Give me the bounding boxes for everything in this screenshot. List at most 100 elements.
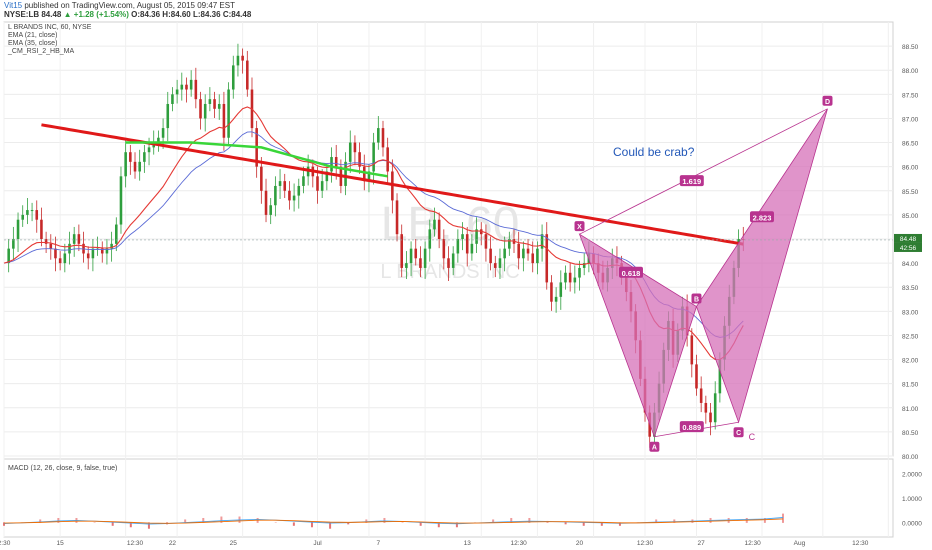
candle-body: [531, 253, 535, 264]
macd-histogram-bar: [383, 517, 386, 523]
candle-body: [456, 239, 460, 254]
candle-body: [442, 239, 446, 259]
date-tick-label: 7: [377, 540, 381, 547]
last-price: 84.48: [41, 10, 62, 19]
legend-ema-21[interactable]: EMA (21, close): [8, 32, 58, 39]
macd-histogram-bar: [111, 522, 114, 526]
candle-body: [26, 210, 29, 215]
candle-body: [545, 234, 549, 283]
publish-line: Vit15 published on TradingView.com, Augu…: [4, 1, 235, 10]
candle-body: [330, 157, 333, 172]
legend-ema-35[interactable]: EMA (35, close): [8, 40, 58, 47]
candle-body: [704, 402, 708, 413]
candle-body: [68, 243, 71, 254]
candle-body: [540, 234, 544, 249]
macd-histogram-bar: [600, 522, 603, 526]
candle-body: [260, 166, 263, 191]
price-tick-label: 81.50: [902, 382, 919, 389]
macd-histogram-bar: [618, 522, 621, 526]
low-value: L:84.36: [193, 10, 221, 19]
legend-main-series[interactable]: L BRANDS INC, 60, NYSE: [8, 24, 92, 31]
candle-body: [536, 248, 539, 264]
price-tick-label: 84.00: [902, 261, 919, 268]
candle-body: [372, 142, 375, 172]
candle-body: [582, 263, 586, 268]
pattern-point-label: D: [825, 99, 830, 106]
candle-body: [7, 248, 10, 264]
candle-body: [381, 128, 385, 148]
candle-body: [709, 412, 712, 423]
candle-body: [386, 147, 389, 172]
candle-body: [288, 190, 291, 201]
pattern-point-badge: [733, 427, 744, 438]
candle-body: [699, 388, 703, 403]
author-link[interactable]: Vit15: [4, 1, 23, 10]
candle-body: [362, 166, 366, 182]
pattern-point-label: X: [577, 224, 582, 231]
open-value: O:84.36: [131, 10, 161, 19]
candle-body: [568, 272, 572, 283]
candle-body: [479, 229, 483, 235]
candle-body: [236, 55, 240, 66]
candle-body: [189, 79, 193, 90]
price-tick-label: 85.50: [902, 189, 919, 196]
macd-histogram-bar: [655, 519, 658, 523]
ohlc-line: NYSE:LB 84.48 ▲ +1.28 (+1.54%) O:84.36 H…: [4, 10, 251, 19]
legend-macd[interactable]: MACD (12, 26, close, 9, false, true): [8, 465, 118, 472]
candle-body: [35, 210, 39, 220]
candle-body: [72, 234, 76, 244]
ratio-badge: [618, 266, 643, 278]
macd-tick-label: 0.0000: [902, 520, 922, 527]
date-tick-label: 15: [57, 540, 65, 547]
macd-histogram-bar: [274, 522, 277, 523]
candle-body: [414, 248, 418, 259]
candle-body: [124, 152, 127, 177]
candle-body: [119, 176, 123, 225]
candle-body: [77, 234, 81, 244]
candle-body: [559, 282, 563, 297]
candle-body: [405, 263, 408, 268]
candle-body: [105, 248, 109, 254]
pattern-point-badge: [822, 95, 833, 106]
pattern-xd-line: [579, 108, 828, 235]
watermark-company: L BRANDS INC: [380, 261, 519, 283]
candle-body: [129, 152, 132, 162]
macd-signal-line: [3, 518, 784, 524]
candle-body: [264, 190, 268, 215]
candle-body: [316, 176, 319, 191]
pattern-point-label: A: [652, 445, 657, 452]
candle-body: [433, 219, 436, 230]
macd-histogram-bar: [310, 522, 313, 528]
candle-body: [58, 258, 62, 264]
candle-body: [573, 277, 577, 283]
macd-histogram-bar: [564, 522, 567, 525]
date-tick-label: 12:30: [511, 540, 528, 547]
price-tick-label: 82.00: [902, 358, 919, 365]
candle-body: [278, 181, 282, 186]
price-tick-label: 88.50: [902, 44, 919, 51]
publish-text: published on TradingView.com, August 05,…: [24, 1, 235, 10]
candle-body: [143, 152, 146, 162]
high-value: H:84.60: [162, 10, 191, 19]
macd-histogram-bar: [782, 513, 784, 523]
candle-body: [353, 142, 357, 153]
macd-histogram-bar: [93, 522, 96, 523]
candle-body: [400, 234, 403, 268]
price-tick-label: 82.50: [902, 333, 919, 340]
candle-body: [690, 335, 694, 365]
legend-rsi-indicator[interactable]: _CM_RSI_2_HB_MA: [8, 48, 75, 55]
pattern-triangle-bcd: [696, 108, 828, 424]
green-ma-line: [125, 141, 388, 178]
macd-histogram-bar: [129, 522, 132, 528]
candle-body: [63, 253, 67, 264]
pattern-point-label: C: [736, 430, 741, 437]
macd-histogram-bar: [365, 519, 368, 523]
macd-histogram-bar: [455, 522, 458, 528]
date-tick-label: 12:30: [852, 540, 869, 547]
candle-body: [550, 282, 553, 302]
candle-body: [461, 234, 464, 239]
candle-body: [274, 185, 277, 206]
ema-35-line: [3, 131, 744, 338]
candle-body: [465, 234, 469, 254]
